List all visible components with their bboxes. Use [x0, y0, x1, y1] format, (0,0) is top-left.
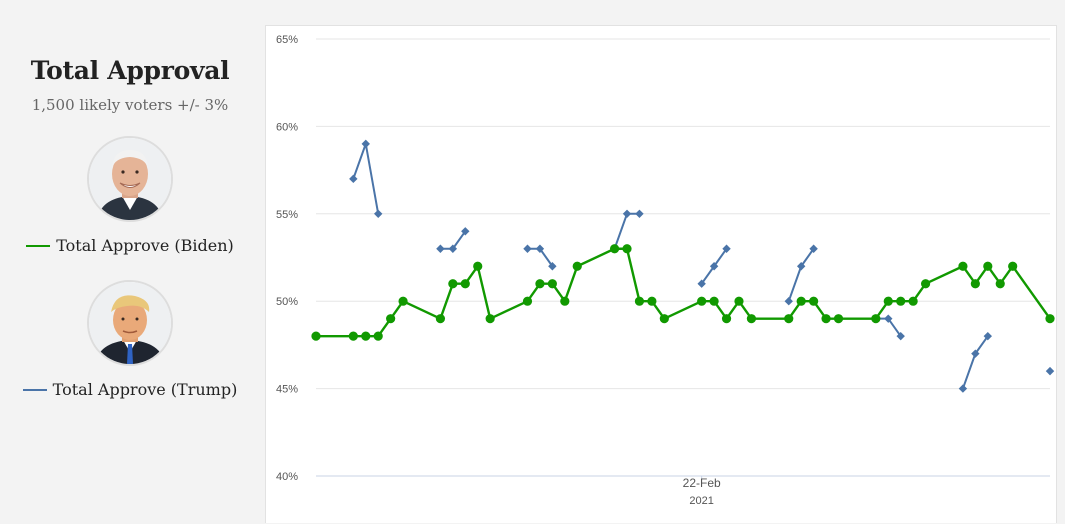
biden-point-31	[871, 314, 881, 324]
biden-point-3	[373, 331, 383, 341]
x-tick-label: 22-Feb	[683, 476, 721, 490]
biden-point-29	[821, 314, 831, 324]
trump-point-5-2	[809, 244, 818, 253]
biden-point-14	[560, 296, 570, 306]
trump-point-1-1	[448, 244, 458, 253]
biden-avatar	[87, 136, 173, 222]
trump-point-3-2	[635, 209, 644, 218]
biden-point-27	[796, 296, 806, 306]
biden-point-12	[535, 279, 545, 289]
biden-point-25	[746, 314, 757, 324]
y-tick-label-60: 60%	[276, 121, 298, 133]
biden-point-37	[970, 279, 980, 289]
trump-line-segment-3	[613, 212, 640, 250]
biden-point-20	[659, 314, 669, 324]
biden-point-6	[435, 314, 446, 324]
trump-point-8-0	[1045, 366, 1055, 376]
biden-point-23	[721, 314, 732, 324]
biden-point-34	[908, 296, 918, 306]
chart-subtitle: 1,500 likely voters +/- 3%	[31, 96, 229, 114]
trump-point-7-2	[983, 331, 992, 341]
chart-plot-area: 40% 45% 50% 55% 60% 65% 22-Feb 2021	[265, 25, 1057, 523]
x-tick-sublabel: 2021	[689, 495, 713, 507]
biden-point-16	[609, 244, 620, 254]
trump-line-segment-7	[961, 335, 989, 389]
biden-point-1	[348, 331, 358, 341]
trump-point-7-0	[958, 384, 968, 393]
trump-line-segment-5	[787, 248, 815, 302]
chart-title: Total Approval	[30, 56, 230, 85]
trump-point-1-2	[461, 227, 470, 236]
trump-point-5-0	[784, 297, 793, 306]
y-tick-label-40: 40%	[276, 471, 298, 483]
biden-point-28	[809, 296, 819, 306]
trump-point-4-2	[722, 244, 731, 253]
biden-point-4	[386, 314, 396, 324]
y-tick-label-50: 50%	[276, 296, 298, 308]
biden-point-24	[734, 296, 744, 306]
biden-point-32	[883, 296, 893, 306]
biden-point-36	[958, 261, 968, 271]
legend-label-trump: Total Approve (Trump)	[52, 380, 238, 399]
trump-point-6-2	[896, 331, 905, 341]
trump-point-1-0	[436, 244, 445, 253]
biden-point-0	[311, 331, 321, 341]
sidebar: Total Approval 1,500 likely voters +/- 3…	[0, 0, 260, 523]
trump-point-2-0	[523, 244, 532, 253]
biden-point-35	[920, 279, 931, 289]
trump-point-5-1	[796, 262, 806, 271]
biden-point-17	[622, 244, 632, 254]
line-chart: 40% 45% 50% 55% 60% 65% 22-Feb 2021	[276, 34, 1055, 507]
biden-point-2	[361, 331, 371, 341]
biden-point-21	[697, 296, 707, 306]
biden-point-41	[1045, 314, 1055, 324]
biden-point-38	[983, 261, 993, 271]
biden-point-22	[709, 296, 719, 306]
trump-point-0-1	[361, 139, 370, 149]
biden-point-13	[547, 279, 557, 289]
biden-point-7	[448, 279, 458, 289]
biden-point-39	[995, 279, 1005, 289]
biden-line	[316, 247, 1051, 338]
biden-point-8	[460, 279, 470, 289]
legend-item-trump[interactable]: Total Approve (Trump)	[0, 380, 260, 399]
trump-point-7-1	[971, 349, 980, 358]
legend-swatch-trump	[22, 388, 47, 391]
biden-point-30	[833, 314, 844, 324]
trump-point-6-1	[884, 314, 893, 323]
biden-point-15	[572, 261, 582, 271]
biden-point-9	[473, 261, 483, 271]
biden-point-11	[522, 296, 533, 306]
biden-point-18	[634, 296, 645, 306]
trump-point-4-0	[697, 279, 706, 288]
legend-item-biden[interactable]: Total Approve (Biden)	[0, 236, 260, 255]
biden-point-33	[896, 296, 906, 306]
trump-point-3-1	[622, 209, 632, 218]
biden-point-5	[398, 296, 408, 306]
biden-point-26	[784, 314, 794, 324]
biden-point-40	[1008, 261, 1018, 271]
legend-swatch-biden	[26, 244, 51, 247]
trump-avatar	[87, 280, 173, 366]
biden-point-19	[647, 296, 657, 306]
trump-point-0-2	[374, 209, 383, 218]
y-tick-label-45: 45%	[276, 384, 298, 396]
legend-label-biden: Total Approve (Biden)	[56, 236, 234, 255]
y-tick-label-55: 55%	[276, 209, 298, 221]
y-tick-label-65: 65%	[276, 34, 298, 46]
trump-point-0-0	[349, 174, 358, 184]
biden-point-10	[485, 314, 495, 324]
trump-point-4-1	[709, 262, 719, 271]
